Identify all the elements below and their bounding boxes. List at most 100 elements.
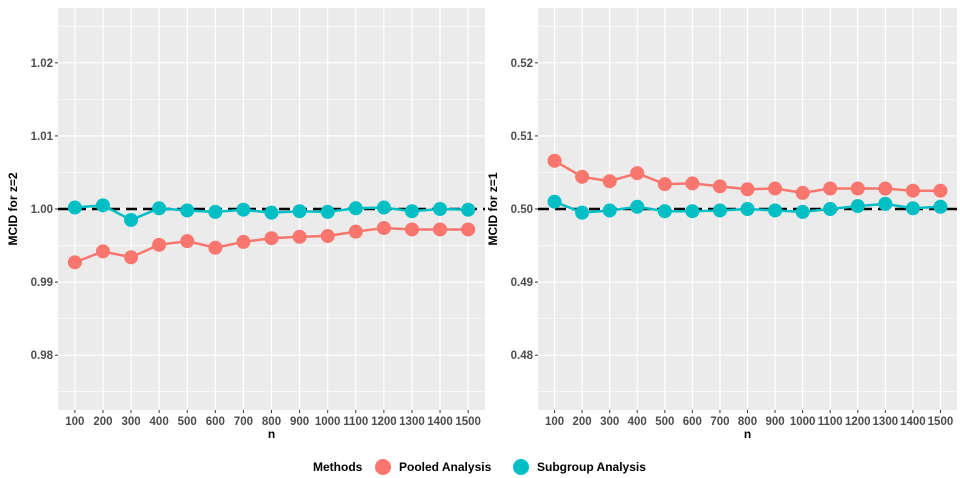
x-axis-title: n [268, 427, 275, 441]
y-tick-label: 0.50 [511, 204, 533, 216]
data-point-subgroup [657, 204, 672, 219]
x-tick-label: 400 [628, 416, 647, 428]
x-tick-label: 1400 [427, 416, 453, 428]
data-point-pooled [547, 153, 562, 168]
y-axis-title: MCID for z=1 [486, 172, 500, 245]
x-tick-label: 200 [573, 416, 592, 428]
data-point-pooled [236, 234, 251, 249]
data-point-subgroup [433, 202, 448, 216]
x-tick-label: 200 [93, 416, 112, 428]
y-tick-label: 0.52 [511, 58, 533, 70]
data-point-subgroup [320, 204, 335, 219]
data-point-subgroup [823, 202, 838, 216]
data-point-subgroup [575, 205, 590, 220]
x-tick-label: 800 [262, 416, 281, 428]
y-tick-label: 1.02 [31, 58, 53, 70]
data-point-subgroup [630, 199, 645, 214]
panel-right: 0.48 0.49 0.50 0.51 0.52 100 200 300 400 500 600 70… [486, 8, 957, 441]
y-tick-label: 0.98 [31, 350, 54, 362]
x-tick-label: 100 [545, 416, 564, 428]
data-point-pooled [152, 237, 167, 252]
x-tick-label: 1100 [343, 416, 368, 428]
data-point-pooled [67, 255, 82, 270]
data-point-pooled [850, 181, 865, 196]
data-point-pooled [348, 224, 363, 239]
x-tick-label: 1300 [873, 416, 899, 428]
data-point-pooled [376, 221, 391, 236]
panel-left: 0.98 0.99 1.00 1.01 1.02 100 200 300 400 500 600 70… [6, 8, 485, 441]
x-tick-label: 100 [65, 416, 84, 428]
data-point-pooled [933, 183, 948, 198]
data-point-pooled [433, 222, 448, 237]
data-point-pooled [630, 166, 645, 181]
data-point-subgroup [795, 204, 810, 219]
y-axis-title: MCID for z=2 [6, 172, 20, 245]
data-point-subgroup [376, 200, 391, 215]
data-point-subgroup [768, 203, 783, 218]
data-point-pooled [208, 240, 223, 255]
data-point-subgroup [850, 199, 865, 214]
data-point-pooled [878, 181, 893, 196]
x-tick-label: 1000 [315, 416, 341, 428]
x-tick-label: 700 [234, 416, 253, 428]
data-point-pooled [95, 244, 110, 259]
data-point-pooled [124, 250, 139, 265]
data-point-subgroup [404, 204, 419, 219]
data-point-pooled [795, 185, 810, 200]
data-point-subgroup [208, 204, 223, 219]
legend-title: Methods [313, 460, 363, 474]
legend-label-pooled: Pooled Analysis [399, 460, 492, 474]
x-tick-label: 300 [600, 416, 619, 428]
x-tick-label: 700 [710, 416, 729, 428]
y-tick-label: 0.48 [511, 350, 534, 362]
x-tick-label: 1000 [790, 416, 816, 428]
data-point-pooled [575, 169, 590, 184]
data-point-pooled [404, 222, 419, 237]
data-point-pooled [180, 234, 195, 249]
x-tick-label: 800 [738, 416, 757, 428]
y-tick-label: 0.99 [31, 277, 53, 289]
x-tick-label: 1500 [928, 416, 954, 428]
data-point-subgroup [685, 204, 700, 219]
x-axis-title: n [744, 427, 751, 441]
y-tick-label: 0.49 [511, 277, 533, 289]
x-tick-label: 400 [150, 416, 169, 428]
data-point-subgroup [348, 201, 363, 216]
y-tick-label: 0.51 [511, 131, 534, 143]
data-point-subgroup [878, 196, 893, 211]
data-point-subgroup [461, 202, 476, 217]
data-point-pooled [320, 229, 335, 244]
data-point-subgroup [933, 199, 948, 214]
x-tick-label: 500 [655, 416, 674, 428]
data-point-subgroup [124, 212, 139, 227]
data-point-pooled [768, 181, 783, 196]
legend-label-subgroup: Subgroup Analysis [537, 460, 646, 474]
data-point-pooled [740, 182, 755, 197]
data-point-pooled [461, 222, 476, 237]
data-point-pooled [823, 181, 838, 196]
y-tick-label: 1.01 [31, 131, 54, 143]
data-point-pooled [712, 179, 727, 194]
x-tick-label: 900 [290, 416, 309, 428]
y-tick-label: 1.00 [31, 204, 53, 216]
data-point-pooled [905, 183, 920, 198]
x-tick-label: 1500 [455, 416, 481, 428]
data-point-pooled [264, 231, 279, 246]
data-point-subgroup [712, 203, 727, 218]
x-tick-label: 600 [683, 416, 702, 428]
data-point-subgroup [264, 205, 279, 220]
x-tick-label: 300 [121, 416, 140, 428]
x-tick-label: 900 [765, 416, 784, 428]
x-tick-label: 1200 [845, 416, 871, 428]
data-point-subgroup [180, 203, 195, 218]
data-point-subgroup [740, 202, 755, 216]
data-point-pooled [685, 176, 700, 191]
data-point-subgroup [152, 201, 167, 216]
legend-key-pooled [375, 459, 391, 475]
data-point-subgroup [95, 198, 110, 213]
data-point-subgroup [602, 203, 617, 218]
data-point-pooled [602, 174, 617, 189]
data-point-pooled [292, 229, 307, 244]
x-tick-label: 1100 [818, 416, 843, 428]
